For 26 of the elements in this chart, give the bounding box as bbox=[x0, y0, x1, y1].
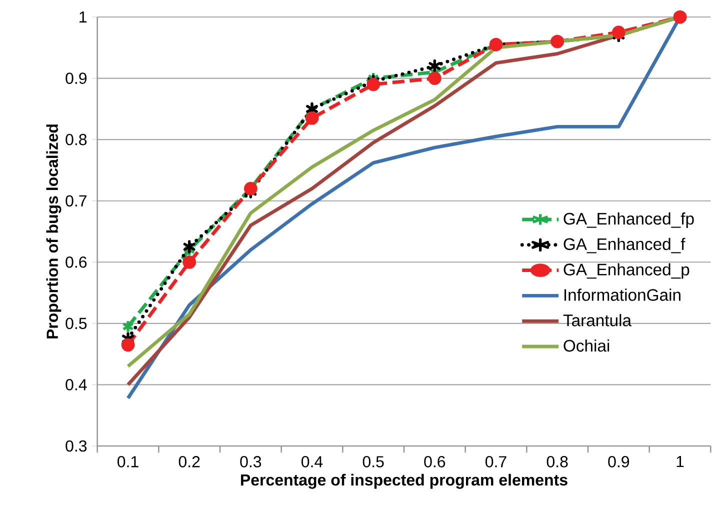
legend-label: GA_Enhanced_fp bbox=[564, 212, 694, 228]
legend-label: GA_Enhanced_f bbox=[564, 238, 686, 254]
x-tick-label: 0.6 bbox=[424, 456, 446, 468]
x-tick-label: 0.8 bbox=[546, 456, 568, 468]
y-tick-label: 0.8 bbox=[66, 134, 87, 146]
x-tick-label: 0.4 bbox=[302, 456, 323, 468]
x-tick-label: 0.1 bbox=[118, 456, 138, 468]
x-tick-label: 0.5 bbox=[362, 456, 384, 468]
x-tick-label: 0.3 bbox=[240, 456, 262, 468]
x-tick-label: 0.2 bbox=[178, 456, 200, 468]
y-tick-label: 0.5 bbox=[66, 318, 87, 330]
y-tick-label: 0.4 bbox=[66, 379, 87, 390]
legend-label: GA_Enhanced_p bbox=[564, 263, 690, 279]
y-tick-label: 0.3 bbox=[66, 440, 87, 452]
y-tick-label: 0.6 bbox=[66, 256, 87, 268]
x-tick-label: 0.7 bbox=[486, 456, 506, 468]
legend-label: InformationGain bbox=[564, 288, 680, 301]
x-tick-label: 0.9 bbox=[608, 456, 630, 468]
y-tick-label: 0.7 bbox=[66, 195, 86, 207]
x-axis-title: Percentage of inspected program elements bbox=[241, 474, 568, 489]
y-tick-label: 1 bbox=[80, 12, 87, 22]
legend-label: Ochiai bbox=[564, 339, 610, 352]
x-tick-label: 1 bbox=[676, 456, 684, 468]
y-tick-label: 0.9 bbox=[66, 72, 87, 84]
legend-label: Tarantula bbox=[563, 314, 632, 326]
y-axis-title: Proportion of bugs localized bbox=[46, 124, 62, 338]
